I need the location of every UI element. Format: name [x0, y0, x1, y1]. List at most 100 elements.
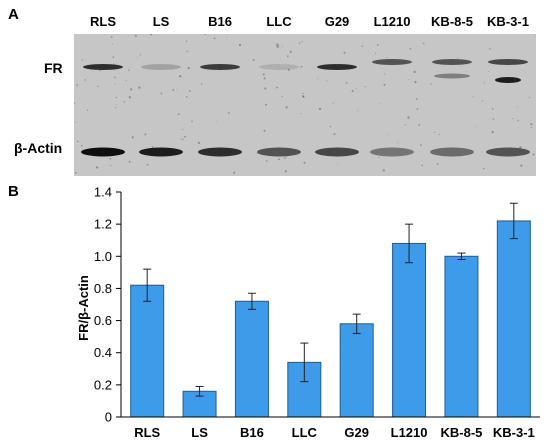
x-tick-label-kb-8-5: KB-8-5 — [440, 425, 482, 440]
speckle — [81, 59, 84, 61]
speckle — [378, 156, 380, 159]
speckle — [420, 144, 422, 146]
bar-g29 — [339, 323, 374, 418]
speckle — [77, 140, 79, 143]
speckle — [238, 43, 242, 47]
speckle — [74, 102, 75, 104]
actin-band-l1210 — [370, 147, 414, 157]
speckle — [438, 133, 440, 136]
speckle — [74, 172, 77, 174]
speckle — [382, 169, 385, 172]
speckle — [114, 76, 116, 79]
error-bars — [143, 202, 518, 397]
speckle — [326, 80, 328, 82]
fr-band-row — [83, 59, 528, 70]
y-tick-label: 1.0 — [94, 249, 112, 264]
speckle — [97, 85, 99, 88]
speckle — [457, 153, 459, 155]
bar-series — [130, 220, 531, 418]
speckle — [252, 59, 255, 62]
speckle — [287, 68, 290, 71]
speckle — [530, 123, 533, 126]
x-tick-label-l1210: L1210 — [391, 425, 428, 440]
y-tick-label: 0.6 — [94, 313, 112, 328]
speckle — [289, 50, 292, 53]
speckle — [375, 52, 377, 54]
speckle — [110, 164, 112, 167]
speckle — [228, 112, 230, 114]
speckle — [519, 146, 522, 149]
x-tick-label-rls: RLS — [134, 425, 160, 440]
lane-label-l1210: L1210 — [373, 14, 411, 29]
speckle — [433, 131, 435, 133]
speckle — [144, 133, 147, 136]
speckle — [191, 120, 193, 123]
speckle — [134, 34, 137, 37]
speckle — [343, 51, 346, 54]
speckle — [492, 118, 495, 120]
speckle — [84, 79, 86, 81]
speckle — [511, 118, 513, 120]
speckle — [182, 138, 184, 141]
row-label-fr: FR — [44, 60, 63, 76]
speckle — [514, 79, 517, 81]
speckle — [264, 87, 267, 90]
speckle — [262, 73, 265, 76]
speckle — [457, 57, 459, 59]
speckle — [397, 142, 399, 144]
y-tick-label: 1.4 — [94, 185, 112, 200]
row-label-actin: β-Actin — [14, 140, 63, 156]
speckle — [404, 124, 406, 126]
speckle — [329, 125, 332, 128]
speckle — [115, 107, 117, 109]
speckle — [75, 121, 77, 123]
speckle — [415, 97, 418, 100]
fr-band-kb-3-1 — [488, 59, 528, 65]
speckle — [520, 164, 523, 167]
y-tick-label: 0.2 — [94, 377, 112, 392]
speckle — [421, 164, 424, 167]
speckle — [361, 45, 364, 48]
speckle — [409, 47, 412, 50]
speckle — [281, 95, 283, 98]
lane-label-llc: LLC — [266, 14, 292, 29]
speckle — [182, 128, 184, 130]
speckle — [333, 133, 336, 136]
speckle — [131, 136, 134, 139]
speckle — [177, 113, 180, 116]
speckle — [317, 78, 319, 80]
fr-band-kb-8-5 — [432, 59, 472, 65]
speckle — [302, 96, 305, 98]
speckle — [185, 96, 188, 98]
speckle — [183, 135, 186, 138]
fr-band-llc — [259, 64, 299, 70]
speckle — [80, 144, 83, 147]
speckle — [517, 119, 519, 122]
fr-band-rls — [83, 64, 123, 70]
actin-band-b16 — [198, 147, 242, 157]
speckle — [188, 90, 191, 92]
speckle — [286, 156, 288, 158]
speckle — [287, 55, 289, 57]
speckle — [300, 65, 303, 68]
speckle — [413, 70, 416, 74]
speckle — [128, 95, 131, 99]
bar-l1210 — [392, 242, 427, 418]
lane-label-rls: RLS — [90, 14, 116, 29]
speckle — [491, 131, 494, 134]
speckle — [489, 48, 491, 50]
speckle — [388, 133, 390, 135]
speckle — [226, 37, 228, 39]
speckle — [197, 141, 200, 144]
speckle — [186, 50, 188, 52]
speckle — [345, 82, 348, 84]
speckle — [95, 166, 99, 169]
speckle — [276, 45, 279, 48]
speckle — [283, 157, 286, 159]
actin-band-ls — [139, 147, 183, 157]
bar-kb-8-5 — [444, 255, 479, 418]
speckle — [116, 103, 118, 105]
speckle — [281, 46, 283, 48]
speckle — [302, 93, 304, 95]
speckle — [414, 80, 417, 84]
